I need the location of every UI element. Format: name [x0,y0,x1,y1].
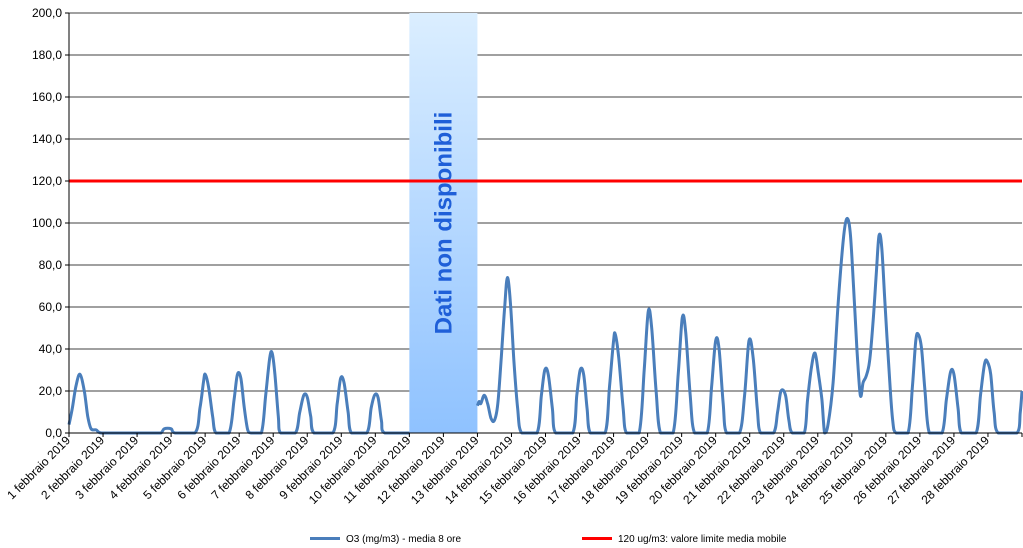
data-unavailable-label: Dati non disponibili [430,112,457,335]
legend-o3-label: O3 (mg/m3) - media 8 ore [346,534,462,545]
data-unavailable-band [409,13,478,433]
y-tick-label: 80,0 [39,258,63,272]
y-tick-labels: 0,0 20,0 40,0 60,0 80,0 100,0 120,0 140,0 160,0 1… [32,6,69,440]
y-tick-label: 100,0 [32,216,62,230]
y-tick-label: 180,0 [32,48,62,62]
o3-series-line-part-1 [67,349,410,435]
y-tick-label: 160,0 [32,90,62,104]
y-tick-label: 40,0 [39,342,63,356]
legend-limit: 120 ug/m3: valore limite media mobile [582,534,786,545]
legend-limit-swatch [582,536,612,540]
y-tick-label: 200,0 [32,6,62,20]
y-tick-label: 140,0 [32,132,62,146]
y-tick-label: 60,0 [39,300,63,314]
legend-o3-swatch [310,536,340,540]
y-tick-label: 0,0 [45,426,62,440]
y-tick-label: 120,0 [32,174,62,188]
legend-o3: O3 (mg/m3) - media 8 ore [310,534,461,545]
y-tick-label: 20,0 [39,384,63,398]
o3-series-line-part-2 [475,216,1023,435]
legend-limit-label: 120 ug/m3: valore limite media mobile [618,534,787,545]
